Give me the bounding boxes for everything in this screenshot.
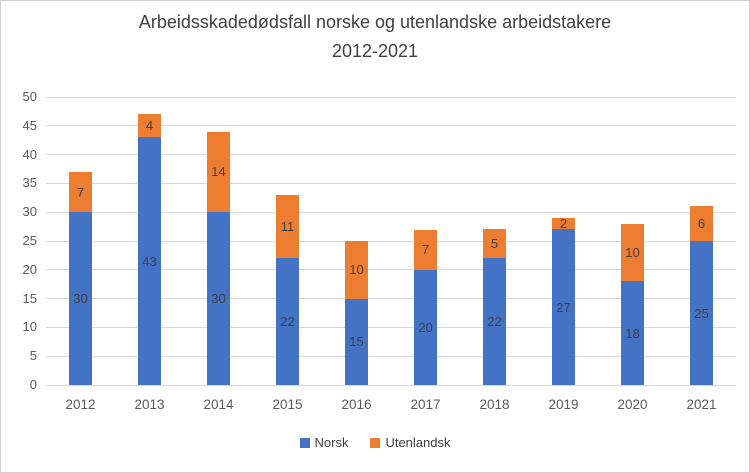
chart-title-line1: Arbeidsskadedødsfall norske og utenlands… (138, 12, 612, 32)
x-tick-label: 2020 (617, 397, 648, 412)
utenlandsk-swatch-icon (370, 437, 381, 448)
bar-data-label: 30 (211, 291, 226, 307)
bar-data-label: 30 (73, 291, 88, 307)
y-tick-label: 15 (22, 290, 37, 306)
legend-item-utenlandsk: Utenlandsk (370, 435, 451, 450)
bar-data-label: 10 (349, 262, 364, 278)
bar-data-label: 6 (697, 216, 706, 232)
x-tick-label: 2019 (548, 397, 579, 412)
gridline (46, 298, 736, 300)
gridline (46, 269, 736, 271)
chart-title: Arbeidsskadedødsfall norske og utenlands… (1, 8, 749, 66)
bar-segment-norsk: 15 (345, 298, 368, 385)
gridline (46, 384, 736, 386)
x-tick-label: 2017 (410, 397, 441, 412)
bar-segment-norsk: 30 (69, 212, 92, 385)
x-tick-label: 2014 (203, 397, 234, 412)
bar-segment-norsk: 27 (552, 229, 575, 385)
x-tick-label: 2018 (479, 397, 510, 412)
x-tick-label: 2013 (134, 397, 165, 412)
bar-data-label: 22 (487, 314, 502, 330)
legend-item-norsk: Norsk (299, 435, 349, 450)
y-tick-label: 40 (22, 146, 37, 162)
bar-data-label: 27 (556, 299, 571, 315)
gridline (46, 182, 736, 184)
bar-segment-utenlandsk: 7 (69, 171, 92, 213)
y-tick-label: 5 (29, 348, 37, 364)
x-tick-label: 2012 (65, 397, 96, 412)
y-tick-label: 45 (22, 117, 37, 133)
bar-segment-utenlandsk: 7 (414, 229, 437, 270)
bar-data-label: 20 (418, 319, 433, 335)
gridline (46, 154, 736, 156)
legend-label-utenlandsk: Utenlandsk (385, 435, 451, 450)
bar-segment-norsk: 25 (690, 241, 713, 385)
y-tick-label: 10 (22, 319, 37, 335)
bar-data-label: 10 (625, 245, 640, 261)
bar-data-label: 15 (349, 334, 364, 350)
y-tick-label: 35 (22, 175, 37, 191)
bar-segment-norsk: 22 (483, 258, 506, 385)
bar-data-label: 25 (694, 305, 709, 321)
bar-segment-norsk: 22 (276, 258, 299, 385)
plot-area: 30 7 43 4 30 14 22 11 15 10 20 7 22 5 27 2 18 10 25 6 (46, 96, 736, 386)
bar-segment-utenlandsk: 5 (483, 229, 506, 259)
bar-data-label: 2 (559, 216, 568, 232)
legend: Norsk Utenlandsk (1, 435, 749, 450)
y-tick-label: 30 (22, 204, 37, 220)
gridline (46, 240, 736, 242)
bar-data-label: 43 (142, 253, 157, 269)
gridline (46, 96, 736, 98)
gridline (46, 211, 736, 213)
gridline (46, 125, 736, 127)
x-tick-label: 2021 (686, 397, 717, 412)
bar-data-label: 4 (145, 118, 154, 134)
y-tick-label: 50 (22, 89, 37, 104)
bar-data-label: 5 (490, 236, 499, 252)
bar-segment-utenlandsk: 11 (276, 194, 299, 259)
bar-segment-utenlandsk: 10 (345, 241, 368, 299)
bar-segment-norsk: 30 (207, 212, 230, 385)
bar-data-label: 11 (280, 219, 295, 235)
y-tick-label: 20 (22, 261, 37, 277)
bar-segment-norsk: 18 (621, 281, 644, 385)
bar-data-label: 7 (421, 242, 430, 258)
bar-segment-utenlandsk: 10 (621, 223, 644, 282)
bar-data-label: 14 (211, 164, 226, 180)
bar-segment-utenlandsk: 6 (690, 206, 713, 241)
bar-segment-norsk: 43 (138, 137, 161, 385)
bar-segment-norsk: 20 (414, 269, 437, 385)
bar-data-label: 18 (625, 325, 640, 341)
bar-data-label: 22 (280, 314, 295, 330)
bar-segment-utenlandsk: 14 (207, 131, 230, 213)
gridline (46, 355, 736, 357)
bar-data-label: 7 (76, 184, 85, 200)
gridline (46, 326, 736, 328)
x-tick-label: 2015 (272, 397, 303, 412)
x-tick-label: 2016 (341, 397, 372, 412)
y-tick-label: 0 (29, 377, 37, 392)
bar-segment-utenlandsk: 4 (138, 114, 161, 138)
bar-segment-utenlandsk: 2 (552, 216, 575, 232)
legend-label-norsk: Norsk (314, 435, 349, 450)
y-tick-label: 25 (22, 233, 37, 248)
chart-title-line2: 2012-2021 (331, 41, 419, 61)
norsk-swatch-icon (299, 437, 310, 448)
